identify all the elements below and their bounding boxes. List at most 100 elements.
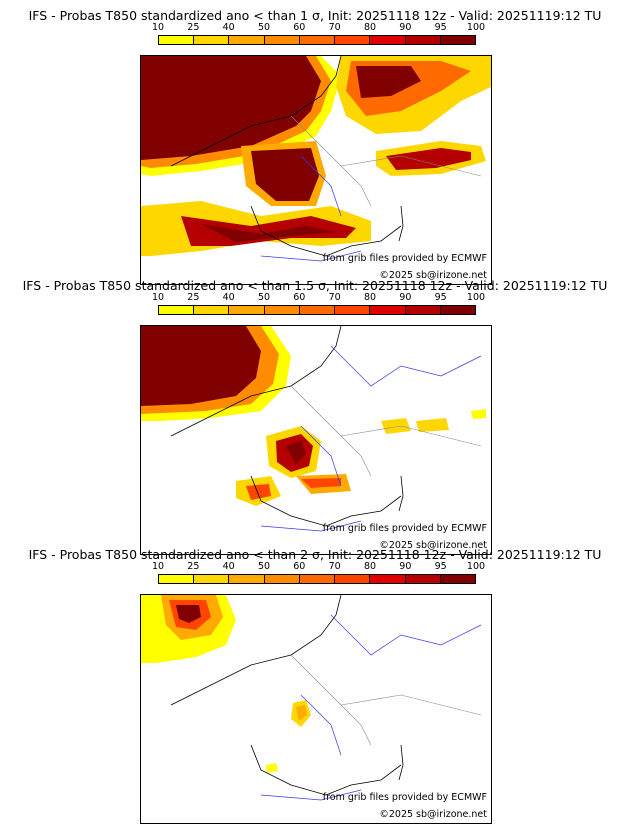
river-line xyxy=(300,425,342,487)
probability-map: from grib files provided by ECMWF ©2025 … xyxy=(140,594,492,824)
tick-label: 10 xyxy=(151,561,165,572)
colorbar-swatch xyxy=(194,36,230,44)
colorbar-swatch xyxy=(264,575,300,583)
river-line xyxy=(260,250,362,262)
colorbar-swatch xyxy=(264,36,300,44)
coastline xyxy=(250,744,402,796)
tick-label: 90 xyxy=(399,561,412,572)
prob-field-95 xyxy=(201,224,336,242)
tick-label: 50 xyxy=(257,561,271,572)
border-line xyxy=(290,654,372,746)
prob-field-70 xyxy=(301,478,341,488)
tick-label: 10 xyxy=(151,292,165,303)
tick-label: 50 xyxy=(257,22,271,33)
river-line xyxy=(260,520,362,532)
colorbar-ticks: 10 25 40 50 60 70 80 90 95 100 xyxy=(152,22,485,34)
tick-label: 10 xyxy=(151,22,165,33)
prob-field-25 xyxy=(381,418,411,434)
panel-1: IFS - Probas T850 standardized ano < tha… xyxy=(0,8,630,285)
tick-label: 80 xyxy=(363,292,377,303)
probability-map: from grib files provided by ECMWF ©2025 … xyxy=(140,325,492,555)
prob-field-90 xyxy=(181,216,356,246)
colorbar-swatch xyxy=(194,306,230,314)
colorbar-swatch xyxy=(264,306,300,314)
tick-label: 95 xyxy=(434,22,447,33)
colorbar-swatch xyxy=(159,36,195,44)
border-line xyxy=(340,155,482,177)
border-line xyxy=(340,425,482,447)
tick-label: 100 xyxy=(466,561,486,572)
prob-field-95 xyxy=(251,148,319,201)
source-credit: from grib files provided by ECMWF xyxy=(322,523,487,534)
colorbar-swatch xyxy=(159,575,195,583)
copyright-credit: ©2025 sb@irizone.net xyxy=(379,809,487,820)
tick-label: 60 xyxy=(293,561,306,572)
tick-label: 90 xyxy=(399,22,412,33)
panel-3: IFS - Probas T850 standardized ano < tha… xyxy=(0,547,630,824)
colorbar-swatch xyxy=(370,36,406,44)
colorbar-swatch xyxy=(370,306,406,314)
colorbar-swatch xyxy=(440,36,475,44)
tick-label: 80 xyxy=(363,561,377,572)
prob-field-10 xyxy=(471,409,486,419)
colorbar-swatch xyxy=(440,575,475,583)
tick-label: 90 xyxy=(399,292,412,303)
colorbar-swatch xyxy=(335,36,371,44)
tick-label: 95 xyxy=(434,292,447,303)
tick-label: 25 xyxy=(187,561,200,572)
colorbar-swatch xyxy=(335,575,371,583)
tick-label: 60 xyxy=(293,292,306,303)
tick-label: 40 xyxy=(222,22,235,33)
panel-title: IFS - Probas T850 standardized ano < tha… xyxy=(28,8,602,23)
tick-label: 80 xyxy=(363,22,377,33)
colorbar-swatch xyxy=(194,575,230,583)
prob-field-95 xyxy=(356,66,421,98)
prob-field-25 xyxy=(416,418,449,432)
probability-colorbar xyxy=(158,574,476,584)
prob-field-40 xyxy=(296,705,307,721)
colorbar-swatch xyxy=(335,306,371,314)
tick-label: 40 xyxy=(222,561,235,572)
colorbar-swatch xyxy=(405,575,441,583)
colorbar-swatch xyxy=(299,575,336,583)
tick-label: 60 xyxy=(293,22,306,33)
colorbar-swatch xyxy=(229,36,265,44)
probability-colorbar xyxy=(158,305,476,315)
river-line xyxy=(330,345,482,387)
prob-field-95 xyxy=(286,441,306,464)
coastline xyxy=(250,475,402,527)
tick-label: 40 xyxy=(222,292,235,303)
probability-colorbar xyxy=(158,35,476,45)
colorbar-swatch xyxy=(405,306,441,314)
colorbar-swatch xyxy=(229,306,265,314)
tick-label: 100 xyxy=(466,292,486,303)
prob-field-90 xyxy=(386,148,471,170)
prob-field-95 xyxy=(176,605,201,623)
border-line xyxy=(340,694,482,716)
probability-map: from grib files provided by ECMWF ©2025 … xyxy=(140,55,492,285)
panel-2: IFS - Probas T850 standardized ano < tha… xyxy=(0,278,630,555)
prob-field-70 xyxy=(246,484,271,500)
colorbar-swatch xyxy=(370,575,406,583)
tick-label: 100 xyxy=(466,22,486,33)
colorbar-ticks: 10 25 40 50 60 70 80 90 95 100 xyxy=(152,561,485,573)
prob-field-95 xyxy=(141,326,261,406)
source-credit: from grib files provided by ECMWF xyxy=(322,792,487,803)
corsica-outline xyxy=(398,744,404,781)
prob-field-95 xyxy=(141,56,321,160)
colorbar-swatch xyxy=(299,36,336,44)
colorbar-swatch xyxy=(405,36,441,44)
map-canvas xyxy=(141,595,482,801)
map-canvas xyxy=(141,326,486,532)
river-line xyxy=(260,789,362,801)
colorbar-swatch xyxy=(299,306,336,314)
river-line xyxy=(300,155,342,217)
tick-label: 70 xyxy=(328,561,341,572)
river-line xyxy=(300,694,342,756)
tick-label: 70 xyxy=(328,292,341,303)
colorbar-swatch xyxy=(229,575,265,583)
copyright-credit: ©2025 sb@irizone.net xyxy=(379,540,487,551)
corsica-outline xyxy=(398,475,404,512)
copyright-credit: ©2025 sb@irizone.net xyxy=(379,270,487,281)
corsica-outline xyxy=(398,205,404,242)
